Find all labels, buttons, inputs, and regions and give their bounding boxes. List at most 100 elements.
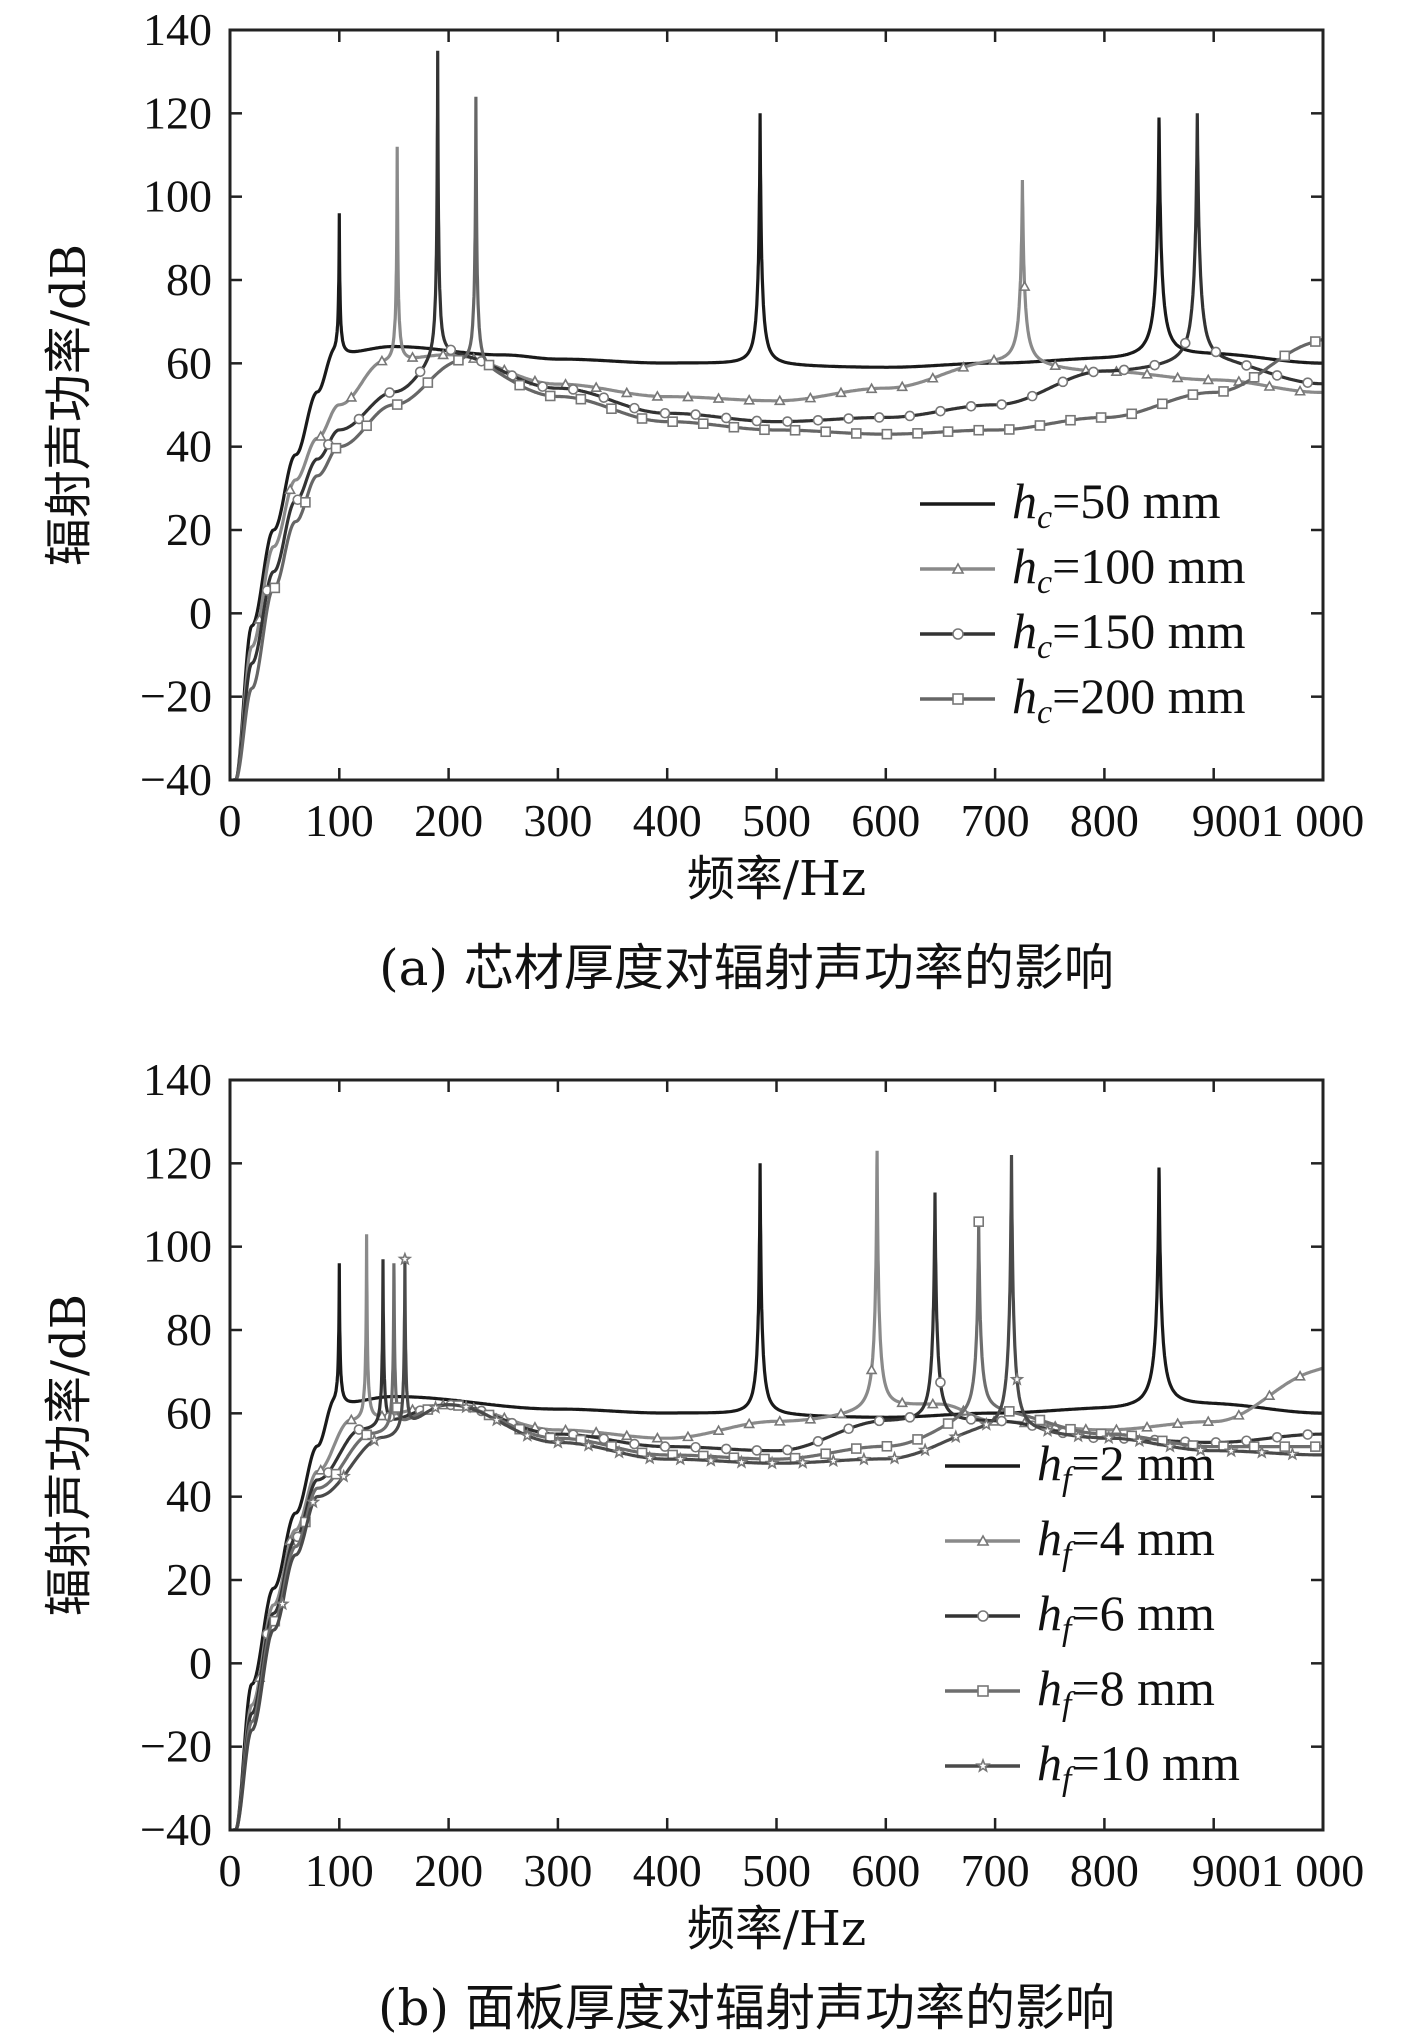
x-tick-label: 600 — [851, 1845, 920, 1896]
legend-var: h — [1037, 1510, 1062, 1566]
series-marker-a-3 — [1095, 412, 1107, 423]
legend-var: h — [1037, 1435, 1062, 1491]
x-axis-label: 频率/Hz — [687, 851, 866, 907]
x-tick-label: 500 — [742, 795, 811, 846]
series-marker-b-1 — [773, 1415, 786, 1426]
series-marker-b-4 — [581, 1437, 596, 1452]
series-marker-b-1 — [682, 1430, 694, 1442]
y-tick-label: 140 — [143, 4, 212, 55]
y-tick-label: 40 — [166, 421, 212, 472]
series-marker-a-3 — [483, 359, 495, 371]
legend-entry: hc=50 mm — [920, 473, 1221, 536]
legend-label: hc=200 mm — [1012, 668, 1246, 731]
series-marker-b-1 — [1232, 1409, 1245, 1420]
series-marker-b-4 — [795, 1454, 811, 1469]
series-marker-a-1 — [682, 390, 694, 402]
x-tick-label: 100 — [305, 1845, 374, 1896]
series-marker-a-3 — [514, 379, 525, 391]
legend-marker — [977, 1610, 989, 1622]
legend-value: =4 mm — [1071, 1510, 1215, 1566]
series-marker-a-2 — [1088, 366, 1099, 378]
series-marker-a-3 — [606, 403, 617, 415]
legend-var: h — [1037, 1660, 1062, 1716]
series-marker-a-2 — [1179, 337, 1191, 349]
series-marker-a-3 — [544, 390, 556, 402]
legend-var: h — [1012, 603, 1037, 659]
series-marker-a-3 — [1065, 414, 1076, 426]
series-marker-b-3 — [850, 1443, 862, 1454]
series-marker-b-4 — [611, 1444, 627, 1459]
series-marker-b-2 — [843, 1423, 854, 1435]
legend-entry: hf=8 mm — [945, 1660, 1215, 1723]
y-tick-label: 0 — [189, 587, 212, 638]
series-marker-b-4 — [1009, 1371, 1025, 1386]
series-marker-a-3 — [820, 426, 831, 438]
series-marker-a-3 — [912, 428, 923, 439]
series-group — [233, 1150, 1323, 1830]
series-marker-a-2 — [1210, 346, 1222, 358]
legend-value: =200 mm — [1052, 668, 1246, 724]
legend-marker — [952, 693, 964, 705]
series-marker-a-3 — [330, 442, 342, 454]
series-marker-b-1 — [590, 1426, 603, 1437]
series-marker-b-4 — [1040, 1423, 1055, 1437]
series-marker-a-3 — [300, 496, 311, 508]
series-marker-b-1 — [1171, 1417, 1184, 1429]
legend-marker — [977, 1685, 989, 1697]
x-tick-label: 9001 000 — [1192, 1845, 1365, 1896]
series-marker-b-2 — [690, 1441, 701, 1453]
legend-label: hf=2 mm — [1037, 1435, 1215, 1498]
series-marker-b-2 — [659, 1441, 671, 1452]
series-marker-a-2 — [384, 387, 395, 398]
series-marker-b-1 — [835, 1407, 847, 1419]
series-marker-a-3 — [453, 354, 464, 366]
series-marker-b-4 — [764, 1455, 780, 1470]
x-tick-label: 100 — [305, 795, 374, 846]
x-tick-label: 400 — [633, 795, 702, 846]
x-tick-label: 800 — [1070, 795, 1139, 846]
series-marker-a-1 — [712, 392, 725, 403]
legend-subscript: c — [1037, 499, 1052, 536]
series-marker-a-2 — [1057, 376, 1069, 388]
series-marker-b-1 — [804, 1413, 817, 1424]
series-marker-b-2 — [782, 1444, 793, 1456]
series-marker-a-1 — [437, 348, 449, 360]
series-marker-b-4 — [1193, 1442, 1208, 1457]
series-marker-b-4 — [703, 1452, 719, 1467]
series-marker-a-2 — [1241, 360, 1252, 371]
series-marker-a-1 — [314, 430, 327, 441]
series-marker-b-4 — [1101, 1430, 1117, 1445]
x-tick-label: 300 — [523, 795, 592, 846]
y-tick-label: 120 — [143, 1137, 212, 1188]
series-marker-a-2 — [720, 412, 732, 424]
y-tick-label: −40 — [140, 1804, 212, 1855]
y-tick-label: 80 — [166, 1304, 212, 1355]
series-marker-a-2 — [537, 381, 548, 392]
series-marker-b-3 — [1248, 1441, 1260, 1452]
legend-marker — [975, 1757, 991, 1773]
series-marker-a-3 — [759, 424, 770, 436]
legend-value: =100 mm — [1052, 538, 1246, 594]
series-marker-b-1 — [1141, 1421, 1153, 1432]
y-tick-label: 100 — [143, 171, 212, 222]
series-marker-a-3 — [667, 416, 678, 427]
legend-label: hf=4 mm — [1037, 1510, 1215, 1573]
legend-entry: hf=10 mm — [945, 1735, 1240, 1798]
series-marker-a-3 — [1248, 371, 1260, 383]
series-marker-a-1 — [1141, 368, 1153, 379]
series-marker-a-1 — [651, 390, 664, 401]
series-marker-b-4 — [642, 1450, 657, 1465]
series-marker-b-4 — [1285, 1446, 1300, 1461]
series-marker-b-1 — [314, 1464, 327, 1475]
series-marker-a-3 — [881, 428, 893, 440]
series-marker-b-2 — [1271, 1431, 1283, 1443]
series-marker-b-4 — [275, 1596, 290, 1611]
series-marker-b-2 — [353, 1424, 365, 1435]
series-marker-a-1 — [1018, 280, 1031, 291]
legend-value: =8 mm — [1071, 1660, 1215, 1716]
x-tick-label: 0 — [219, 1845, 242, 1896]
series-marker-b-1 — [1263, 1389, 1276, 1401]
series-line-a-2 — [233, 50, 1323, 780]
series-marker-a-3 — [728, 421, 740, 433]
